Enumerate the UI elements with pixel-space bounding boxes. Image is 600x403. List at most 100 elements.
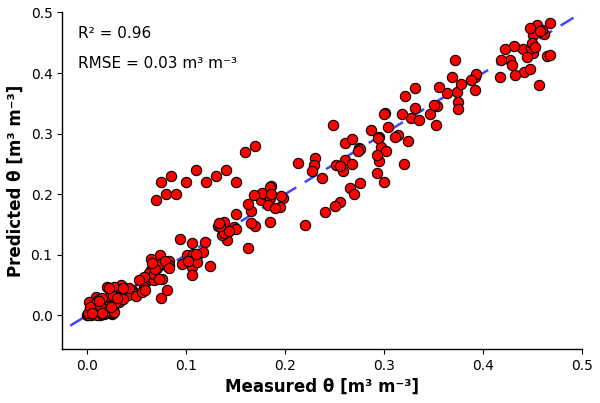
- Point: [536, 28, 545, 35]
- Point: [92, 306, 101, 313]
- Point: [93, 305, 103, 312]
- Point: [332, 162, 341, 168]
- Point: [176, 236, 185, 242]
- Point: [193, 251, 203, 257]
- Point: [453, 99, 463, 105]
- Point: [366, 127, 376, 133]
- Point: [146, 256, 156, 262]
- Point: [92, 299, 101, 306]
- Point: [224, 227, 234, 234]
- Point: [335, 199, 345, 206]
- Point: [149, 276, 159, 283]
- Point: [108, 304, 118, 311]
- Point: [97, 311, 107, 317]
- Point: [198, 248, 208, 255]
- Point: [82, 312, 92, 319]
- Point: [410, 85, 419, 91]
- Point: [104, 306, 114, 313]
- Point: [98, 305, 107, 311]
- Point: [150, 266, 160, 272]
- Point: [100, 305, 110, 311]
- Point: [545, 20, 554, 26]
- Point: [128, 289, 137, 295]
- Point: [166, 173, 176, 179]
- Point: [92, 312, 101, 319]
- Point: [470, 73, 480, 80]
- Point: [265, 184, 274, 190]
- Point: [103, 295, 113, 301]
- Point: [353, 147, 362, 154]
- Point: [138, 275, 148, 282]
- Point: [496, 57, 506, 64]
- Point: [217, 232, 226, 238]
- Point: [338, 168, 348, 174]
- Point: [154, 276, 164, 282]
- Point: [115, 291, 125, 297]
- Point: [220, 230, 229, 236]
- Point: [451, 57, 460, 63]
- Point: [431, 122, 440, 129]
- Point: [185, 257, 194, 263]
- Point: [535, 82, 544, 89]
- Point: [201, 179, 211, 185]
- Point: [99, 311, 109, 318]
- Point: [259, 191, 269, 197]
- Point: [381, 147, 391, 154]
- Point: [425, 111, 435, 117]
- Point: [191, 251, 201, 258]
- Point: [406, 115, 416, 122]
- Point: [215, 223, 225, 229]
- Point: [509, 43, 519, 49]
- Point: [442, 90, 452, 96]
- Point: [505, 56, 514, 63]
- Point: [293, 160, 303, 166]
- Point: [109, 310, 118, 317]
- Point: [241, 149, 250, 155]
- Point: [96, 300, 106, 307]
- Point: [380, 110, 390, 116]
- Point: [95, 296, 104, 302]
- Point: [525, 66, 535, 72]
- Point: [530, 44, 540, 50]
- Point: [222, 237, 232, 243]
- Point: [542, 53, 552, 59]
- Point: [231, 179, 241, 185]
- Point: [188, 250, 198, 257]
- Point: [112, 294, 121, 300]
- Point: [104, 302, 114, 309]
- Point: [110, 300, 120, 307]
- Point: [144, 269, 154, 276]
- Point: [453, 106, 463, 113]
- Point: [537, 27, 547, 33]
- Point: [330, 203, 340, 210]
- Point: [410, 105, 420, 112]
- Point: [525, 25, 535, 31]
- Point: [116, 281, 125, 288]
- Point: [347, 161, 357, 168]
- Point: [539, 31, 549, 38]
- Point: [117, 295, 127, 301]
- Point: [300, 221, 310, 228]
- Point: [128, 290, 138, 297]
- Point: [162, 263, 172, 270]
- Point: [430, 102, 439, 108]
- Point: [434, 84, 443, 91]
- Point: [103, 300, 112, 306]
- Point: [518, 46, 527, 52]
- Text: RMSE = 0.03 m³ m⁻³: RMSE = 0.03 m³ m⁻³: [78, 56, 237, 71]
- Point: [160, 258, 170, 264]
- Point: [100, 303, 109, 310]
- Point: [452, 89, 462, 95]
- Point: [456, 81, 466, 87]
- Point: [95, 298, 104, 304]
- Point: [107, 310, 116, 317]
- Point: [500, 46, 510, 52]
- Point: [527, 39, 536, 46]
- Point: [85, 298, 94, 305]
- Point: [101, 310, 110, 316]
- Point: [131, 293, 141, 300]
- Point: [112, 295, 122, 301]
- Point: [106, 303, 116, 310]
- Point: [115, 290, 124, 296]
- Point: [394, 132, 403, 138]
